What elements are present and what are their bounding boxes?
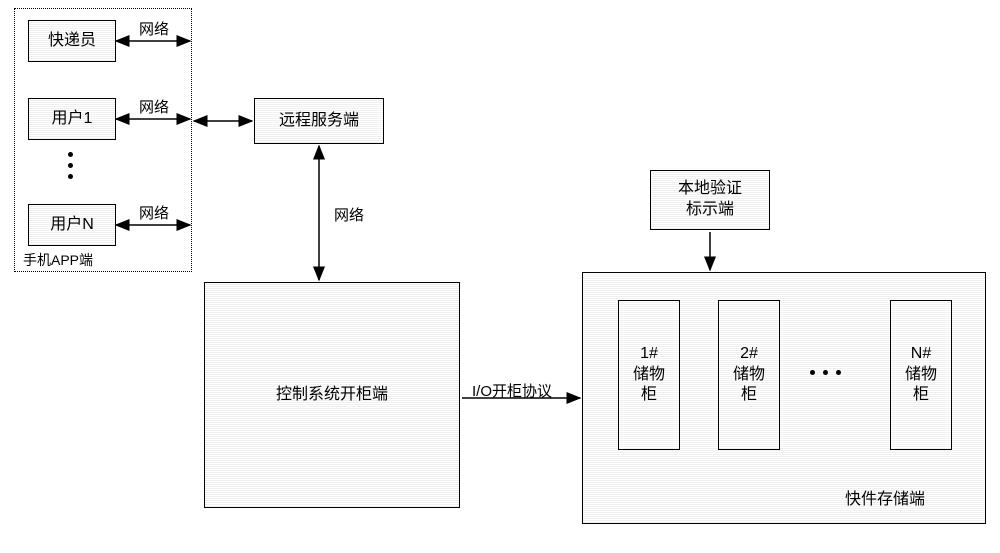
locker1-box: 1# 储物 柜 [618,300,680,450]
lockerN-label: N# 储物 柜 [905,344,937,406]
edge-label-1: 网络 [137,96,171,117]
control-system-label: 控制系统开柜端 [276,385,388,406]
remote-server-label: 远程服务端 [279,111,359,132]
user1-box: 用户1 [28,98,116,140]
control-system-box: 控制系统开柜端 [204,282,460,508]
userN-box: 用户N [28,204,116,246]
app-group-label: 手机APP端 [23,251,93,269]
edge-label-2: 网络 [137,202,171,223]
local-verify-label: 本地验证 标示端 [678,179,742,221]
edge-label-4: 网络 [332,204,366,225]
remote-server-box: 远程服务端 [254,98,384,144]
locker2-label: 2# 储物 柜 [733,344,765,406]
lockerN-box: N# 储物 柜 [890,300,952,450]
edge-label-5: I/O开柜协议 [470,380,554,401]
locker2-box: 2# 储物 柜 [718,300,780,450]
users-ellipsis [68,152,73,179]
storage-group-label: 快件存储端 [845,490,925,511]
edge-label-0: 网络 [137,18,171,39]
local-verify-box: 本地验证 标示端 [650,170,770,230]
user1-label: 用户1 [52,109,93,130]
userN-label: 用户N [50,215,94,236]
lockers-ellipsis [810,370,841,375]
courier-box: 快递员 [28,20,116,62]
courier-label: 快递员 [48,31,96,52]
locker1-label: 1# 储物 柜 [633,344,665,406]
